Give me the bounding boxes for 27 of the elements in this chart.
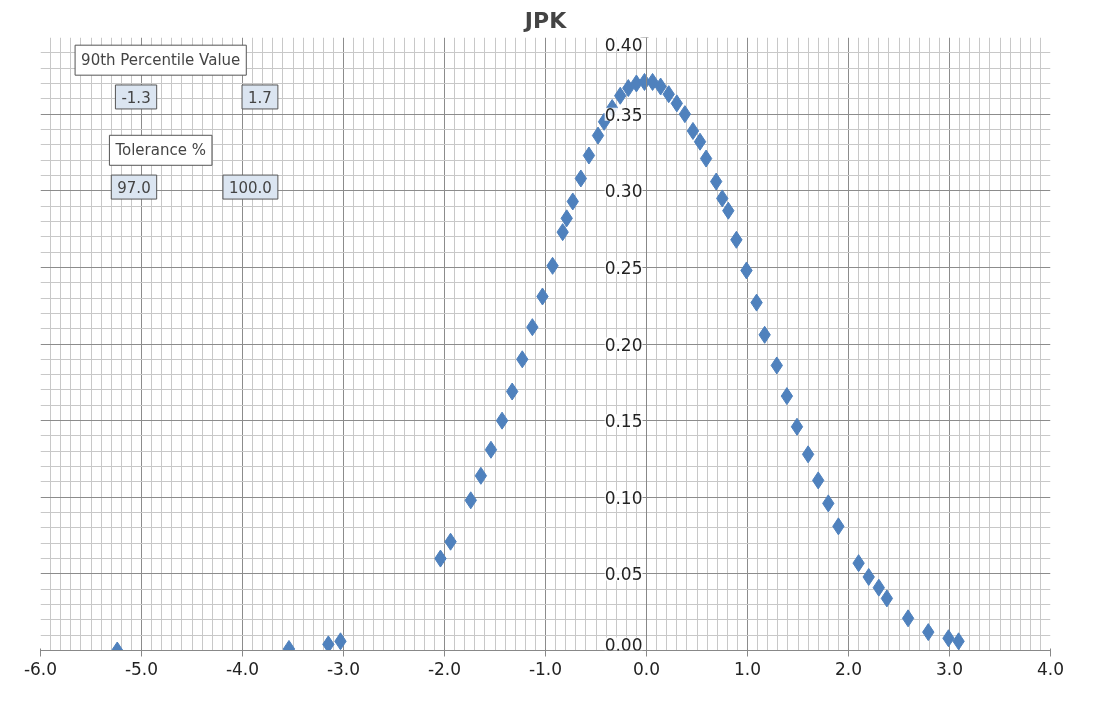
y-tick-label: 0.05 <box>604 564 643 585</box>
y-tick-label: 0.20 <box>604 334 643 355</box>
x-tick-label: -4.0 <box>225 658 260 679</box>
x-tick-label: -3.0 <box>326 658 361 679</box>
annotation: 97.0 <box>117 179 151 198</box>
y-tick-label: 0.10 <box>604 487 643 508</box>
annotation: 1.7 <box>248 88 272 107</box>
chart-title: JPK <box>522 7 568 33</box>
y-tick-label: 0.00 <box>604 634 643 655</box>
y-tick-label: 0.35 <box>604 104 643 125</box>
y-tick-label: 0.40 <box>604 34 643 55</box>
y-tick-label: 0.25 <box>604 257 643 278</box>
x-tick-label: -2.0 <box>427 658 462 679</box>
annotation: 90th Percentile Value <box>81 51 241 70</box>
x-tick-label: 1.0 <box>733 658 762 679</box>
annotation: -1.3 <box>121 88 151 107</box>
x-tick-label: 0.0 <box>632 658 661 679</box>
annotation: 100.0 <box>228 179 272 198</box>
y-tick-label: 0.15 <box>604 411 643 432</box>
annotation: Tolerance % <box>114 141 206 160</box>
y-tick-label: 0.30 <box>604 181 643 202</box>
x-tick-label: -5.0 <box>124 658 159 679</box>
x-tick-label: 2.0 <box>834 658 863 679</box>
x-tick-label: 3.0 <box>935 658 964 679</box>
x-tick-label: -6.0 <box>23 658 58 679</box>
x-tick-label: 4.0 <box>1036 658 1065 679</box>
x-tick-label: -1.0 <box>528 658 563 679</box>
